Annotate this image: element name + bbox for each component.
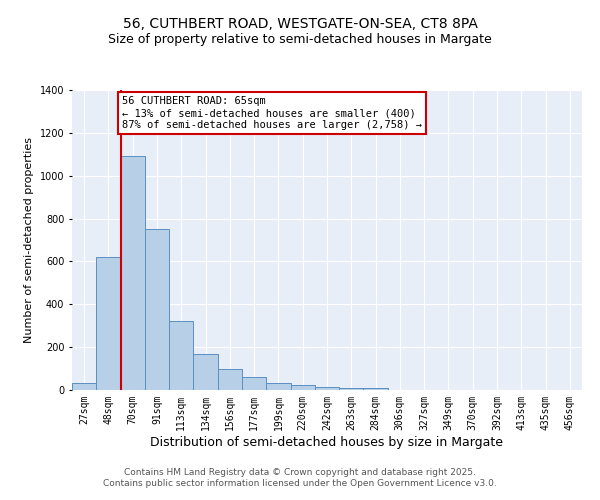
X-axis label: Distribution of semi-detached houses by size in Margate: Distribution of semi-detached houses by … bbox=[151, 436, 503, 448]
Bar bbox=[96, 257, 121, 390]
Bar bbox=[72, 382, 96, 390]
Y-axis label: Number of semi-detached properties: Number of semi-detached properties bbox=[24, 137, 34, 343]
Text: 56, CUTHBERT ROAD, WESTGATE-ON-SEA, CT8 8PA: 56, CUTHBERT ROAD, WESTGATE-ON-SEA, CT8 … bbox=[122, 18, 478, 32]
Bar bbox=[290, 384, 315, 390]
Bar bbox=[339, 388, 364, 390]
Bar bbox=[169, 322, 193, 390]
Text: Contains HM Land Registry data © Crown copyright and database right 2025.
Contai: Contains HM Land Registry data © Crown c… bbox=[103, 468, 497, 487]
Bar bbox=[242, 377, 266, 390]
Bar bbox=[145, 230, 169, 390]
Bar bbox=[193, 354, 218, 390]
Bar bbox=[121, 156, 145, 390]
Text: Size of property relative to semi-detached houses in Margate: Size of property relative to semi-detach… bbox=[108, 32, 492, 46]
Text: 56 CUTHBERT ROAD: 65sqm
← 13% of semi-detached houses are smaller (400)
87% of s: 56 CUTHBERT ROAD: 65sqm ← 13% of semi-de… bbox=[122, 96, 422, 130]
Bar bbox=[364, 388, 388, 390]
Bar bbox=[218, 368, 242, 390]
Bar bbox=[315, 387, 339, 390]
Bar bbox=[266, 382, 290, 390]
